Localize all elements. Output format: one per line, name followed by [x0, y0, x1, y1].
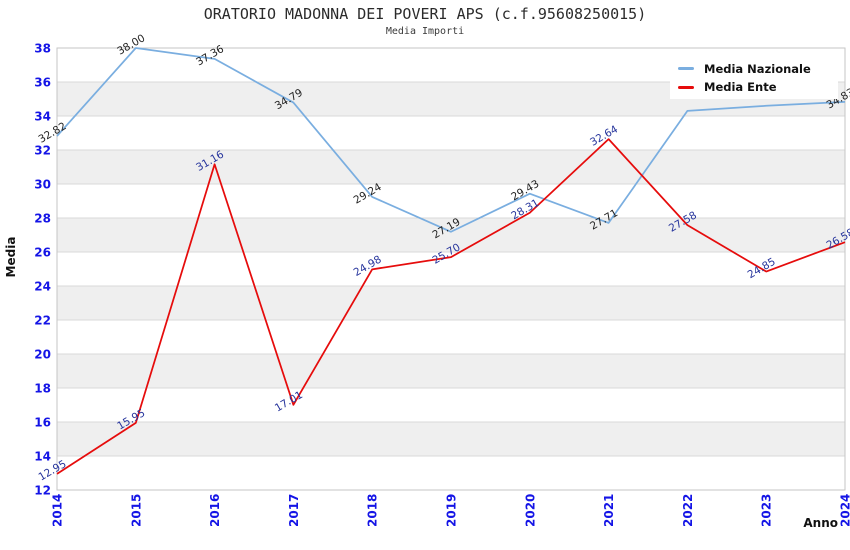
svg-text:2018: 2018: [366, 494, 380, 527]
series-line-media-nazionale: [56, 47, 846, 233]
svg-text:18: 18: [34, 382, 51, 396]
svg-text:24: 24: [34, 280, 51, 294]
svg-text:2022: 2022: [681, 494, 695, 527]
svg-text:16: 16: [34, 416, 51, 430]
svg-text:24.98: 24.98: [352, 254, 384, 279]
legend-item-media-ente: Media Ente: [678, 80, 838, 94]
svg-text:14: 14: [34, 450, 51, 464]
svg-text:30: 30: [34, 178, 51, 192]
svg-text:2017: 2017: [287, 494, 301, 527]
svg-text:34: 34: [34, 110, 51, 124]
svg-text:2020: 2020: [523, 494, 537, 527]
svg-text:20: 20: [34, 348, 51, 362]
x-axis-title: Anno: [803, 516, 838, 530]
svg-text:37.36: 37.36: [194, 43, 226, 69]
svg-text:28: 28: [34, 212, 51, 226]
legend-item-media-nazionale: Media Nazionale: [678, 62, 838, 76]
svg-text:32.64: 32.64: [588, 123, 620, 149]
svg-text:2023: 2023: [760, 494, 774, 527]
svg-text:29.24: 29.24: [352, 181, 384, 207]
y-axis-labels: 12 14 16 18 20 22 24 26 28 30 32 34 36 38: [34, 42, 51, 498]
chart-subtitle: Media Importi: [385, 26, 465, 37]
chart-title: ORATORIO MADONNA DEI POVERI APS (c.f.956…: [203, 5, 647, 23]
svg-text:36: 36: [34, 76, 51, 90]
svg-text:22: 22: [34, 314, 51, 328]
media-nazionale-line-swatch: [678, 67, 694, 71]
svg-text:12: 12: [34, 484, 51, 498]
plot-bands: [57, 82, 845, 456]
svg-text:24.85: 24.85: [746, 256, 778, 281]
x-axis-labels: 2014 2015 2016 2017 2018 2019 2020 2021 2022 2023…: [51, 494, 850, 527]
svg-text:2024: 2024: [839, 494, 850, 527]
svg-text:2015: 2015: [129, 494, 143, 527]
media-ente-line-swatch: [678, 85, 694, 89]
svg-text:32: 32: [34, 144, 51, 158]
svg-text:32.82: 32.82: [36, 120, 68, 145]
svg-text:2014: 2014: [51, 494, 65, 527]
legend-label-media-ente: Media Ente: [704, 80, 777, 95]
legend-label-media-nazionale: Media Nazionale: [704, 61, 811, 76]
svg-text:26: 26: [34, 246, 51, 260]
svg-text:38: 38: [34, 42, 51, 56]
y-axis-title: Media: [4, 237, 18, 278]
legend: Media Nazionale Media Ente: [670, 57, 838, 99]
series-line-media-ente: [56, 138, 846, 475]
svg-text:2016: 2016: [208, 494, 222, 527]
svg-text:2021: 2021: [602, 494, 616, 527]
svg-text:2019: 2019: [445, 494, 459, 527]
